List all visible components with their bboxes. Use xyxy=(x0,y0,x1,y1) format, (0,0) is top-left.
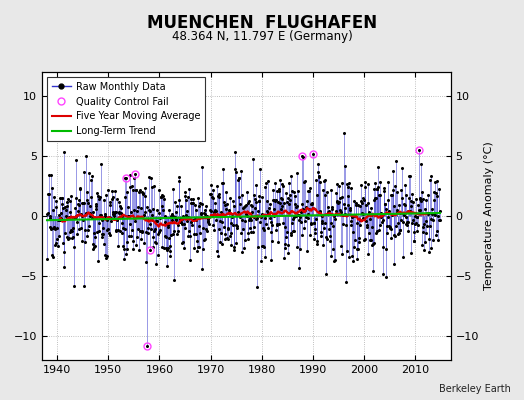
Legend: Raw Monthly Data, Quality Control Fail, Five Year Moving Average, Long-Term Tren: Raw Monthly Data, Quality Control Fail, … xyxy=(47,77,205,141)
Text: MUENCHEN  FLUGHAFEN: MUENCHEN FLUGHAFEN xyxy=(147,14,377,32)
Text: Berkeley Earth: Berkeley Earth xyxy=(439,384,511,394)
Y-axis label: Temperature Anomaly (°C): Temperature Anomaly (°C) xyxy=(484,142,495,290)
Text: 48.364 N, 11.797 E (Germany): 48.364 N, 11.797 E (Germany) xyxy=(172,30,352,43)
